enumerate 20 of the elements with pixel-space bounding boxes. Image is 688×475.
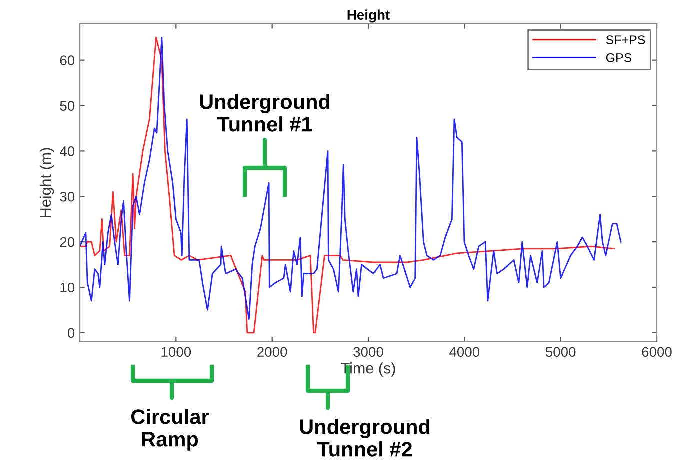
x-tick-label: 5000 [546,347,576,358]
text: Circular Ramp [131,409,210,451]
x-tick-label: 3000 [354,347,384,358]
chart-title: Height [348,10,390,23]
legend-label: SF+PS [606,36,646,44]
x-tick-label: 1000 [162,347,192,358]
x-tick-label: 2000 [258,347,288,358]
y-tick-label: 50 [60,101,75,111]
x-tick-label: 6000 [642,347,672,358]
y-tick-label: 30 [60,192,75,202]
text: Underground Tunnel #2 [300,419,430,457]
y-tick-label: 0 [68,328,75,338]
y-tick-label: 40 [60,146,75,156]
y-tick-label: 10 [60,282,75,293]
legend-label: GPS [606,53,632,62]
y-tick-label: 60 [60,56,75,66]
annotation: Underground Tunnel #1 [200,94,330,132]
x-tick-label: 4000 [450,347,480,358]
y-axis-title: Height (m) [40,148,54,218]
y-tick-label: 20 [60,237,75,248]
